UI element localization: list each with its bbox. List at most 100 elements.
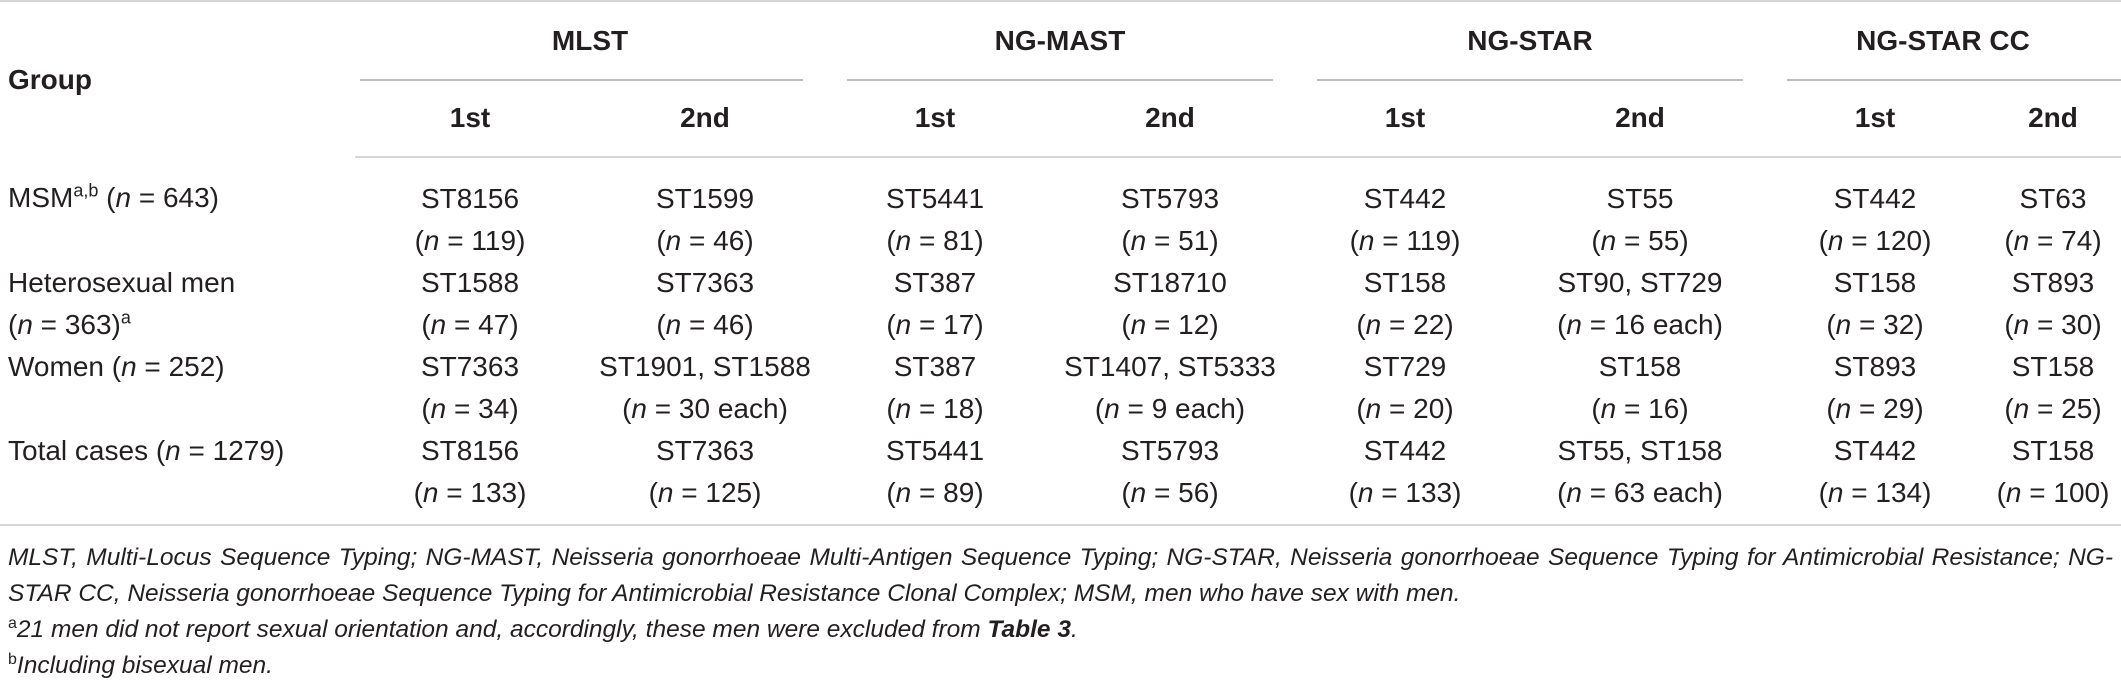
row-label-total-cases: Total cases (n = 1279) [0,430,355,526]
table-cell: ST55 (n = 55) [1515,157,1765,262]
case-count: (n = 16) [1591,393,1689,424]
sub-header-2nd: 2nd [585,80,825,158]
mlst-header: MLST [355,0,825,81]
table-cell: ST158 (n = 22) [1295,262,1515,346]
row-label-heterosexual-men: Heterosexual men (n = 363)a [8,267,236,340]
case-count: (n = 32) [1826,309,1924,340]
sequence-type: ST55, ST158 [1557,435,1723,466]
sequence-type: ST1407, ST5333 [1064,351,1276,382]
table-row: Heterosexual men (n = 363)a ST1588 (n = 47… [0,262,2121,346]
table-cell: ST1599 (n = 46) [585,157,825,262]
table-cell: ST7363 (n = 46) [585,262,825,346]
sequence-type: ST158 [1363,267,1447,298]
table-cell: ST8156 (n = 119) [355,157,585,262]
case-count: (n = 119) [414,225,526,256]
table-cell: ST1901, ST1588 (n = 30 each) [585,346,825,430]
table-cell: ST1407, ST5333 (n = 9 each) [1045,346,1295,430]
sequence-type: ST893 [1833,351,1917,382]
sequence-type: ST1901, ST1588 [599,351,811,382]
sequence-type: ST18710 [1113,267,1227,298]
table-row: Total cases (n = 1279) ST8156 (n = 133) ST… [0,430,2121,526]
sequence-type: ST158 [1833,267,1917,298]
sequence-type: ST5441 [885,183,985,214]
case-count: (n = 20) [1356,393,1454,424]
table-cell: ST63 (n = 74) [1985,157,2121,262]
table-cell: ST1588 (n = 47) [355,262,585,346]
case-count: (n = 29) [1826,393,1924,424]
sequence-type: ST7363 [655,435,755,466]
case-count: (n = 18) [886,393,984,424]
case-count: (n = 56) [1121,477,1219,508]
table-cell: ST442 (n = 133) [1295,430,1515,526]
row-label-women: Women (n = 252) [8,351,225,382]
sub-header-2nd: 2nd [1045,80,1295,158]
sequence-type: ST63 [2019,183,2087,214]
case-count: (n = 34) [421,393,519,424]
table-cell: ST18710 (n = 12) [1045,262,1295,346]
case-count: (n = 30) [2004,309,2102,340]
sub-header-2nd: 2nd [1515,80,1765,158]
case-count: (n = 12) [1121,309,1219,340]
sequence-type: ST893 [2011,267,2095,298]
case-count: (n = 46) [656,309,754,340]
sequence-type: ST7363 [655,267,755,298]
table-cell: ST158 (n = 100) [1985,430,2121,526]
table-cell: ST5441 (n = 81) [825,157,1045,262]
sub-header-1st: 1st [355,80,585,158]
sub-header-1st: 1st [1295,80,1515,158]
sub-header-1st: 1st [825,80,1045,158]
table-body: MSMa,b (n = 643) ST8156 (n = 119) ST1599 (n… [0,157,2121,526]
footnote-b: bIncluding bisexual men. [8,650,273,679]
ngstar-header: NG-STAR [1295,0,1765,81]
header-row-top: Group MLST NG-MAST NG-STAR NG-STAR CC [0,0,2121,157]
table-cell: ST55, ST158 (n = 63 each) [1515,430,1765,526]
table-cell: ST442 (n = 134) [1765,430,1985,526]
table-cell: ST893 (n = 29) [1765,346,1985,430]
abbreviations-note: MLST, Multi-Locus Sequence Typing; NG-MA… [8,544,2113,607]
table-reference: Table 3 [987,616,1071,643]
table-cell: ST442 (n = 119) [1295,157,1515,262]
sequence-type: ST158 [2011,351,2095,382]
sub-header-1st: 1st [1765,80,1985,158]
table-cell: ST387 (n = 17) [825,262,1045,346]
case-count: (n = 89) [886,477,984,508]
sequence-type: ST442 [1833,435,1917,466]
table-cell: ST158 (n = 32) [1765,262,1985,346]
case-count: (n = 74) [2004,225,2102,256]
sequence-type: ST442 [1833,183,1917,214]
group-header: Group [0,0,355,157]
case-count: (n = 30 each) [622,393,788,424]
case-count: (n = 16 each) [1557,309,1723,340]
sequence-type: ST387 [893,351,977,382]
sequence-type: ST442 [1363,183,1447,214]
table-cell: ST90, ST729 (n = 16 each) [1515,262,1765,346]
sequence-type: ST5441 [885,435,985,466]
case-count: (n = 55) [1591,225,1689,256]
ngmast-header: NG-MAST [825,0,1295,81]
sequence-type: ST90, ST729 [1557,267,1723,298]
sequence-type: ST5793 [1120,435,1220,466]
ngstar-cc-header: NG-STAR CC [1765,0,2121,81]
sequence-type: ST8156 [420,435,520,466]
sub-header-2nd: 2nd [1985,80,2121,158]
sequence-type: ST5793 [1120,183,1220,214]
sequence-type: ST7363 [420,351,520,382]
case-count: (n = 22) [1356,309,1454,340]
case-count: (n = 119) [1349,225,1461,256]
table-cell: ST7363 (n = 125) [585,430,825,526]
header-row-sub: 1st 2nd 1st 2nd 1st 2nd 1st 2nd [0,80,2121,158]
case-count: (n = 46) [656,225,754,256]
case-count: (n = 17) [886,309,984,340]
footnote-a: a21 men did not report sexual orientatio… [8,614,1078,643]
table-cell: ST387 (n = 18) [825,346,1045,430]
table-cell: ST158 (n = 16) [1515,346,1765,430]
table-cell: ST5793 (n = 51) [1045,157,1295,262]
sequence-type: ST1588 [420,267,520,298]
case-count: (n = 133) [1348,477,1462,508]
case-count: (n = 51) [1121,225,1219,256]
case-count: (n = 125) [648,477,762,508]
table-row: Women (n = 252) ST7363 (n = 34) ST1901, ST… [0,346,2121,430]
case-count: (n = 81) [886,225,984,256]
table-row: MSMa,b (n = 643) ST8156 (n = 119) ST1599 (n… [0,157,2121,262]
sequence-type: ST442 [1363,435,1447,466]
